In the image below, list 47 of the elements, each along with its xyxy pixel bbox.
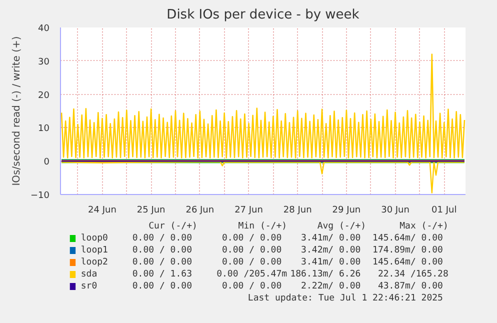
y-tick-label: 0 (44, 158, 50, 168)
legend-label: sda (80, 270, 98, 280)
legend-label: loop0 (80, 234, 108, 244)
text: 0.00 / 0.00 (132, 282, 192, 292)
x-tick-label: 01 Jul (432, 206, 457, 216)
text: 0.00 / 0.00 (132, 246, 192, 256)
text: 0.00 / 0.00 (222, 234, 282, 244)
text: Last update: Tue Jul 1 22:46:21 2025 (248, 294, 443, 304)
text: 145.64m/ 0.00 (372, 234, 443, 244)
text: 0.00 / 0.00 (222, 246, 282, 256)
text: Min (-/+) (238, 222, 288, 232)
text: 0.00 / 0.00 (222, 258, 282, 268)
x-tick-label: 30 Jun (381, 206, 410, 216)
text: 186.13m/ 6.26 (290, 270, 361, 280)
text: 0.00 / 1.63 (132, 270, 192, 280)
text: Avg (-/+) (317, 222, 366, 232)
x-tick-label: 27 Jun (234, 206, 263, 216)
legend-label: sr0 (80, 282, 98, 292)
y-tick-label: 10 (38, 124, 50, 134)
text: 0.00 / 0.00 (132, 258, 192, 268)
y-axis-title: IOs/second read (-) / write (+) (12, 36, 23, 186)
y-tick-label: −10 (30, 191, 50, 201)
text: 3.41m/ 0.00 (301, 258, 361, 268)
text: 22.34 /165.28 (378, 270, 448, 280)
y-tick-label: 30 (38, 57, 50, 68)
y-tick-label: 40 (38, 24, 50, 34)
text: 174.89m/ 0.00 (372, 246, 443, 256)
legend-label: loop2 (80, 258, 108, 268)
text: 2.22m/ 0.00 (301, 282, 361, 292)
x-tick-label: 25 Jun (136, 206, 166, 216)
chart-title: Disk IOs per device - by week (166, 8, 360, 22)
x-tick-label: 24 Jun (88, 206, 116, 216)
text: 43.87m/ 0.00 (378, 282, 443, 292)
text: 3.42m/ 0.00 (301, 246, 361, 256)
x-tick-label: 26 Jun (186, 206, 214, 216)
line-series (60, 54, 466, 158)
text: 3.41m/ 0.00 (301, 234, 361, 244)
x-tick-label: 29 Jun (332, 206, 361, 216)
legend-label: loop1 (80, 246, 108, 256)
text: 0.00 / 0.00 (222, 282, 282, 292)
text: Max (-/+) (400, 222, 448, 232)
text: Cur (-/+) (148, 222, 198, 232)
text: 145.64m/ 0.00 (372, 258, 443, 268)
y-tick-label: 20 (38, 90, 50, 101)
text: 0.00 /205.47m (216, 270, 288, 280)
x-tick-label: 28 Jun (283, 206, 312, 216)
text: 0.00 / 0.00 (132, 234, 192, 244)
